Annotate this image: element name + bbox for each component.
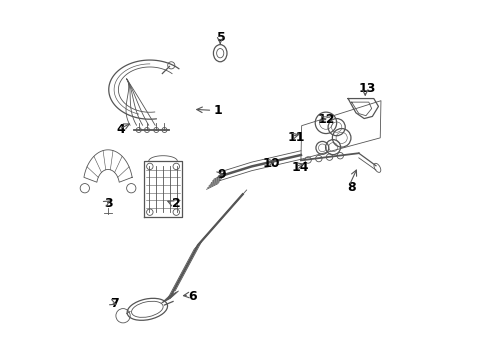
Text: 2: 2 xyxy=(172,197,181,210)
Text: 14: 14 xyxy=(290,161,308,174)
Text: 9: 9 xyxy=(217,168,225,181)
Text: 5: 5 xyxy=(217,31,225,44)
Text: 10: 10 xyxy=(262,157,280,170)
Text: 13: 13 xyxy=(358,82,376,95)
Text: 6: 6 xyxy=(188,289,197,303)
Text: 4: 4 xyxy=(117,123,125,136)
Text: 3: 3 xyxy=(104,197,113,210)
Text: 12: 12 xyxy=(317,113,335,126)
Text: 8: 8 xyxy=(346,181,355,194)
Text: 1: 1 xyxy=(213,104,222,117)
Text: 7: 7 xyxy=(109,297,118,310)
Text: 11: 11 xyxy=(287,131,305,144)
